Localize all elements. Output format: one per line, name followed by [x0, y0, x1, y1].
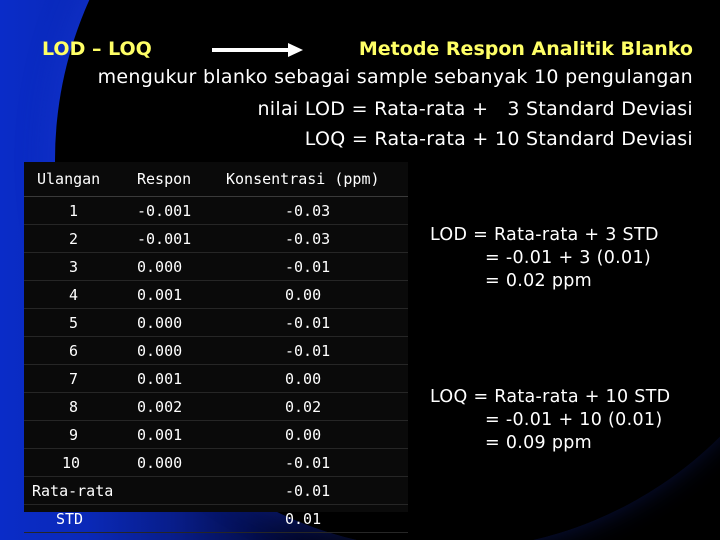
cell-konsentrasi: -0.01	[225, 308, 408, 337]
lod-calc-line1: LOD = Rata-rata + 3 STD	[430, 225, 659, 245]
cell-ulangan: 9	[24, 420, 127, 449]
summary-value-std: 0.01	[225, 504, 408, 533]
summary-label-mean: Rata-rata	[24, 476, 225, 505]
cell-ulangan: 1	[24, 196, 127, 225]
lod-calculation: LOD = Rata-rata + 3 STD = -0.01 + 3 (0.0…	[430, 224, 659, 293]
cell-respon: 0.000	[127, 308, 225, 337]
table-row: 2 -0.001 -0.03	[24, 224, 408, 253]
cell-konsentrasi: 0.00	[225, 280, 408, 309]
blank-data-table: Ulangan Respon Konsentrasi (ppm) 1 -0.001…	[24, 162, 408, 533]
cell-respon: 0.000	[127, 336, 225, 365]
cell-konsentrasi: -0.01	[225, 252, 408, 281]
cell-respon: 0.001	[127, 420, 225, 449]
header-konsentrasi: Konsentrasi (ppm)	[225, 162, 408, 197]
cell-ulangan: 7	[24, 364, 127, 393]
summary-value-mean: -0.01	[225, 476, 408, 505]
cell-konsentrasi: 0.00	[225, 420, 408, 449]
cell-respon: -0.001	[127, 196, 225, 225]
summary-label-std: STD	[24, 504, 225, 533]
loq-formula-text: LOQ = Rata-rata + 10 Standard Deviasi	[304, 128, 693, 150]
table-header-row: Ulangan Respon Konsentrasi (ppm)	[24, 162, 408, 197]
cell-konsentrasi: 0.02	[225, 392, 408, 421]
table-row: 4 0.001 0.00	[24, 280, 408, 309]
summary-row-mean: Rata-rata -0.01	[24, 476, 408, 505]
cell-respon: 0.002	[127, 392, 225, 421]
right-arrow-icon	[212, 43, 303, 57]
table-row: 9 0.001 0.00	[24, 420, 408, 449]
lod-calc-line2: = -0.01 + 3 (0.01)	[485, 248, 652, 268]
blank-data-table-container: Ulangan Respon Konsentrasi (ppm) 1 -0.001…	[24, 162, 408, 533]
table-row: 1 -0.001 -0.03	[24, 196, 408, 225]
cell-ulangan: 4	[24, 280, 127, 309]
table-row: 7 0.001 0.00	[24, 364, 408, 393]
method-description: mengukur blanko sebagai sample sebanyak …	[97, 66, 693, 88]
loq-calc-line1: LOQ = Rata-rata + 10 STD	[430, 387, 671, 407]
cell-konsentrasi: -0.03	[225, 196, 408, 225]
cell-respon: -0.001	[127, 224, 225, 253]
lod-formula-text: nilai LOD = Rata-rata + 3 Standard Devia…	[257, 98, 693, 120]
header-ulangan: Ulangan	[24, 162, 127, 197]
table-row: 5 0.000 -0.01	[24, 308, 408, 337]
table-row: 8 0.002 0.02	[24, 392, 408, 421]
loq-calc-line3: = 0.09 ppm	[485, 433, 593, 453]
cell-ulangan: 5	[24, 308, 127, 337]
table-row: 6 0.000 -0.01	[24, 336, 408, 365]
cell-ulangan: 3	[24, 252, 127, 281]
cell-ulangan: 8	[24, 392, 127, 421]
header-respon: Respon	[127, 162, 225, 197]
cell-konsentrasi: -0.03	[225, 224, 408, 253]
cell-respon: 0.000	[127, 252, 225, 281]
cell-respon: 0.000	[127, 448, 225, 477]
summary-row-std: STD 0.01	[24, 504, 408, 533]
cell-ulangan: 6	[24, 336, 127, 365]
slide-title: LOD – LOQ	[42, 38, 152, 60]
lod-calc-line3: = 0.02 ppm	[485, 271, 593, 291]
cell-respon: 0.001	[127, 280, 225, 309]
cell-konsentrasi: 0.00	[225, 364, 408, 393]
loq-calc-line2: = -0.01 + 10 (0.01)	[485, 410, 663, 430]
cell-respon: 0.001	[127, 364, 225, 393]
cell-konsentrasi: -0.01	[225, 336, 408, 365]
cell-konsentrasi: -0.01	[225, 448, 408, 477]
cell-ulangan: 2	[24, 224, 127, 253]
loq-calculation: LOQ = Rata-rata + 10 STD = -0.01 + 10 (0…	[430, 386, 670, 455]
cell-ulangan: 10	[24, 448, 127, 477]
table-row: 3 0.000 -0.01	[24, 252, 408, 281]
method-title: Metode Respon Analitik Blanko	[358, 38, 693, 60]
table-row: 10 0.000 -0.01	[24, 448, 408, 477]
